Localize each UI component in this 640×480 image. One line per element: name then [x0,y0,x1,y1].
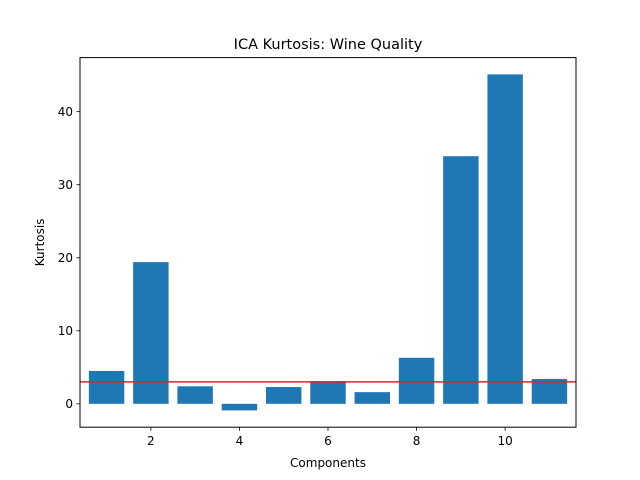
y-tick-label: 30 [58,178,73,192]
x-tick-label: 6 [324,434,332,448]
y-tick-label: 20 [58,251,73,265]
plot-frame [79,57,577,428]
bar-component-11 [531,378,568,404]
x-axis-label: Components [290,456,366,470]
x-tick-label: 10 [498,434,513,448]
y-ticks-group: 0 10 20 30 40 [58,105,80,411]
chart-title: ICA Kurtosis: Wine Quality [234,37,423,53]
bars-group [88,74,568,411]
bar-component-6 [310,381,346,404]
bar-component-1 [88,370,125,404]
y-tick-label: 0 [65,397,73,411]
bar-component-9 [443,156,479,404]
bar-component-5 [266,387,302,404]
bar-component-3 [177,386,213,404]
x-ticks-group: 2 4 6 8 10 [147,427,513,448]
bar-component-2 [133,262,169,404]
y-tick-label: 40 [58,105,73,119]
x-tick-label: 8 [413,434,421,448]
x-tick-label: 4 [236,434,244,448]
x-tick-label: 2 [147,434,155,448]
bar-component-4 [221,403,258,411]
bar-component-7 [354,392,390,404]
y-tick-label: 10 [58,324,73,338]
bar-component-10 [487,74,523,404]
bar-component-8 [398,357,435,404]
y-axis-label: Kurtosis [33,219,47,267]
